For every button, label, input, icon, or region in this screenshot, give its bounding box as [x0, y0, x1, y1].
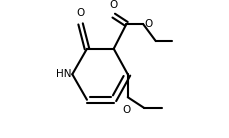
Text: O: O: [76, 8, 84, 18]
Text: HN: HN: [55, 69, 71, 79]
Text: O: O: [143, 19, 152, 29]
Text: O: O: [122, 105, 130, 115]
Text: O: O: [109, 0, 117, 10]
